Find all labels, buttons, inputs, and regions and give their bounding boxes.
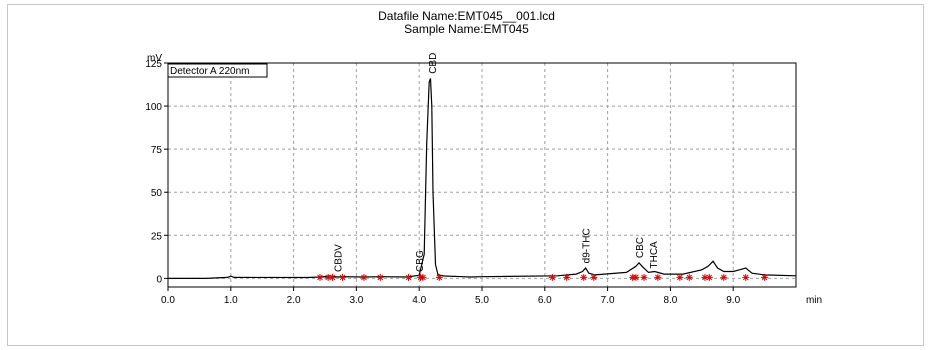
x-tick-label: 5.0: [475, 295, 489, 306]
integration-mark-stroke: [325, 274, 331, 281]
integration-mark-icon: [329, 273, 337, 281]
integration-mark-icon: [632, 273, 640, 281]
integration-mark-stroke: [706, 274, 713, 281]
x-tick-label: 3.0: [349, 295, 363, 306]
peak-label: THCA: [649, 241, 660, 269]
integration-mark-icon: [580, 273, 588, 281]
peak-labels-layer: CBDV CBG CBD d9-THC CBC THCA: [334, 53, 660, 272]
x-tick-label: 1.0: [224, 295, 238, 306]
integration-mark-stroke: [702, 274, 708, 281]
integration-mark-stroke: [761, 274, 768, 281]
integration-mark-stroke: [686, 274, 693, 281]
integration-mark-stroke: [677, 274, 683, 281]
integration-mark-icon: [376, 273, 384, 281]
grid-layer: [168, 62, 796, 287]
integration-mark-stroke: [580, 274, 587, 281]
y-axis-label: mV: [147, 53, 162, 64]
integration-mark-stroke: [655, 274, 661, 281]
chart-header: Datafile Name:EMT045__001.lcd Sample Nam…: [0, 10, 933, 36]
integration-mark-icon: [590, 273, 598, 281]
peak-label: CBDV: [334, 244, 345, 272]
peak-label: d9-THC: [582, 228, 593, 263]
integration-mark-stroke: [590, 274, 597, 281]
x-axis-label: min: [806, 295, 822, 306]
integration-mark-icon: [419, 273, 427, 281]
integration-mark-icon: [685, 273, 693, 281]
x-tick-label: 8.0: [663, 295, 677, 306]
integration-mark-icon: [405, 273, 413, 281]
integration-mark-stroke: [339, 274, 346, 281]
integration-mark-stroke: [361, 274, 367, 281]
y-tick-label: 75: [151, 145, 163, 156]
peak-label: CBG: [415, 250, 426, 272]
integration-mark-stroke: [633, 274, 639, 281]
integration-mark-stroke: [720, 274, 727, 281]
integration-mark-icon: [705, 273, 713, 281]
y-tick-label: 0: [156, 274, 162, 285]
integration-mark-icon: [360, 273, 368, 281]
peak-label: CBD: [428, 53, 439, 74]
integration-mark-icon: [316, 273, 324, 281]
legend-label: Detector A 220nm: [170, 66, 250, 77]
integration-mark-icon: [324, 273, 332, 281]
integration-mark-stroke: [436, 274, 443, 281]
integration-mark-icon: [654, 273, 662, 281]
integration-mark-icon: [742, 273, 750, 281]
y-tick-label: 25: [151, 231, 163, 242]
legend-box: [167, 63, 268, 78]
x-tick-label: 9.0: [726, 295, 740, 306]
integration-mark-icon: [563, 273, 571, 281]
ticks-layer: 0 25 50 75 100 125 0.0 1.0 2.0 3.0 4.0 5.0 6.0 7.0 8.0…: [145, 59, 740, 306]
x-tick-label: 6.0: [538, 295, 552, 306]
x-tick-label: 2.0: [287, 295, 301, 306]
integration-mark-stroke: [641, 274, 647, 281]
integration-mark-stroke: [563, 274, 570, 281]
y-tick-label: 100: [145, 102, 162, 113]
integration-mark-stroke: [317, 274, 323, 281]
x-tick-label: 4.0: [412, 295, 426, 306]
integration-mark-stroke: [549, 274, 556, 281]
integration-mark-icon: [701, 273, 709, 281]
plot-area-border: [167, 62, 797, 288]
integration-mark-icon: [676, 273, 684, 281]
integration-mark-icon: [339, 273, 347, 281]
peak-label: CBC: [635, 237, 646, 258]
y-tick-label: 125: [145, 59, 162, 70]
x-tick-label: 0.0: [161, 295, 175, 306]
integration-mark-stroke: [742, 274, 749, 281]
datafile-name: Datafile Name:EMT045__001.lcd: [378, 9, 555, 23]
integration-mark-icon: [435, 273, 443, 281]
integration-mark-icon: [640, 273, 648, 281]
integration-marks-layer: [316, 273, 769, 281]
y-tick-label: 50: [151, 188, 163, 199]
integration-mark-icon: [720, 273, 728, 281]
chart-frame: [7, 4, 924, 346]
legend-layer: Detector A 220nm: [167, 63, 268, 78]
integration-mark-icon: [761, 273, 769, 281]
integration-mark-stroke: [405, 274, 412, 281]
integration-mark-stroke: [329, 274, 336, 281]
integration-mark-stroke: [377, 274, 384, 281]
sample-name: Sample Name:EMT045: [404, 22, 529, 36]
integration-mark-icon: [548, 273, 556, 281]
axes-layer: [167, 62, 797, 288]
x-tick-label: 7.0: [601, 295, 615, 306]
integration-mark-stroke: [420, 274, 426, 281]
